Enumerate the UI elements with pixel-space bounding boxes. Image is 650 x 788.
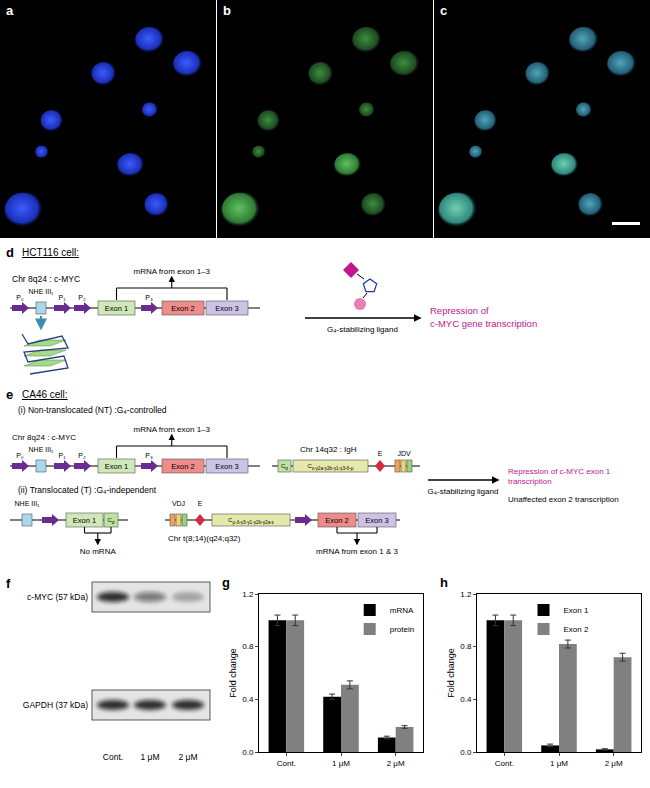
svg-text:NHE III₁: NHE III₁ — [15, 500, 41, 507]
svg-text:1 μM: 1 μM — [140, 752, 159, 762]
svg-text:NHE III₁: NHE III₁ — [29, 446, 55, 453]
svg-text:g: g — [222, 575, 230, 590]
svg-text:0.4: 0.4 — [242, 695, 254, 704]
svg-text:Cα: Cα — [107, 517, 114, 525]
svg-text:G₄-stabilizing ligand: G₄-stabilizing ligand — [428, 487, 499, 496]
svg-text:G₄-stabilizing ligand: G₄-stabilizing ligand — [327, 325, 398, 334]
svg-text:Chr 14q32 : IgH: Chr 14q32 : IgH — [300, 445, 357, 454]
svg-text:Exon 2: Exon 2 — [171, 304, 194, 313]
svg-text:f: f — [6, 576, 11, 591]
svg-text:HCT116 cell:: HCT116 cell: — [22, 247, 79, 258]
svg-text:Exon 2: Exon 2 — [171, 462, 194, 471]
svg-text:E: E — [378, 450, 383, 457]
svg-text:Exon 1: Exon 1 — [564, 606, 589, 615]
svg-text:b: b — [223, 3, 231, 18]
svg-text:mRNA: mRNA — [390, 606, 414, 615]
svg-text:0.0: 0.0 — [460, 748, 472, 757]
svg-text:0.8: 0.8 — [242, 642, 254, 651]
svg-text:P₂: P₂ — [78, 452, 86, 459]
svg-text:0.8: 0.8 — [460, 642, 472, 651]
svg-text:1 μM: 1 μM — [332, 759, 350, 768]
svg-text:e: e — [6, 387, 13, 402]
svg-text:protein: protein — [390, 625, 414, 634]
svg-text:NHE III₁: NHE III₁ — [29, 288, 55, 295]
svg-text:Exon 2: Exon 2 — [564, 625, 589, 634]
svg-text:Exon 2: Exon 2 — [325, 516, 348, 525]
svg-text:JDV: JDV — [397, 450, 411, 457]
svg-text:2 μM: 2 μM — [178, 752, 197, 762]
svg-text:Cα: Cα — [281, 463, 288, 471]
svg-text:(i) Non-translocated (NT) :G₄-: (i) Non-translocated (NT) :G₄-controlled — [18, 405, 167, 415]
svg-text:CA46 cell:: CA46 cell: — [22, 389, 68, 400]
svg-text:Chr t(8;14)(q24;q32): Chr t(8;14)(q24;q32) — [168, 534, 241, 543]
svg-text:Chr 8q24 : c-MYC: Chr 8q24 : c-MYC — [12, 433, 76, 442]
svg-text:Exon 3: Exon 3 — [365, 516, 388, 525]
svg-text:Fold change: Fold change — [228, 648, 238, 698]
svg-text:a: a — [6, 3, 14, 18]
svg-text:Exon 3: Exon 3 — [215, 304, 238, 313]
svg-text:E: E — [198, 500, 203, 507]
svg-text:Cont.: Cont. — [495, 759, 514, 768]
svg-text:P₂: P₂ — [78, 294, 86, 301]
svg-text:mRNA from exon 1–3: mRNA from exon 1–3 — [134, 267, 211, 276]
svg-text:Exon 1: Exon 1 — [105, 462, 128, 471]
svg-text:c-MYC (57 kDa): c-MYC (57 kDa) — [27, 592, 88, 602]
svg-text:Cε-γ2a-γ2b-γ1-γ3-δ-μ: Cε-γ2a-γ2b-γ1-γ3-δ-μ — [308, 463, 354, 471]
svg-text:1.2: 1.2 — [242, 590, 254, 599]
svg-text:P₀: P₀ — [16, 452, 24, 459]
svg-text:c-MYC gene transcription: c-MYC gene transcription — [430, 318, 537, 329]
svg-text:P₀: P₀ — [16, 294, 24, 301]
svg-text:Cμ-δ-γ3-γ1-γ2b-γ2a-ε: Cμ-δ-γ3-γ1-γ2b-γ2a-ε — [228, 517, 274, 525]
svg-text:2 μM: 2 μM — [387, 759, 405, 768]
svg-text:Cont.: Cont. — [103, 752, 123, 762]
svg-text:No mRNA: No mRNA — [80, 547, 117, 556]
svg-text:0.0: 0.0 — [242, 748, 254, 757]
svg-text:mRNA from exon 1–3: mRNA from exon 1–3 — [134, 425, 211, 434]
svg-text:P₁: P₁ — [58, 452, 66, 459]
svg-text:mRNA from exon 1 & 3: mRNA from exon 1 & 3 — [316, 547, 398, 556]
svg-text:(ii) Translocated (T) :G₄-inde: (ii) Translocated (T) :G₄-independent — [18, 485, 157, 495]
svg-text:d: d — [6, 245, 14, 260]
svg-text:1.2: 1.2 — [460, 590, 472, 599]
svg-text:Exon 1: Exon 1 — [105, 304, 128, 313]
svg-text:GAPDH (37 kDa): GAPDH (37 kDa) — [23, 700, 88, 710]
svg-text:Repression of c-MYC exon 1: Repression of c-MYC exon 1 — [508, 467, 611, 476]
svg-text:2 μM: 2 μM — [605, 759, 623, 768]
svg-text:Cont.: Cont. — [277, 759, 296, 768]
svg-text:Exon 3: Exon 3 — [215, 462, 238, 471]
svg-text:0.4: 0.4 — [460, 695, 472, 704]
svg-text:h: h — [440, 575, 448, 590]
svg-text:1 μM: 1 μM — [550, 759, 568, 768]
svg-text:Chr 8q24 : c-MYC: Chr 8q24 : c-MYC — [12, 274, 80, 284]
svg-text:c: c — [440, 3, 447, 18]
svg-text:P₁: P₁ — [58, 294, 66, 301]
svg-text:transcription: transcription — [508, 477, 552, 486]
svg-text:Exon 1: Exon 1 — [73, 516, 96, 525]
svg-text:Fold change: Fold change — [446, 648, 456, 698]
svg-text:VDJ: VDJ — [172, 500, 185, 507]
svg-text:Unaffected exon 2 transcriptio: Unaffected exon 2 transcription — [508, 495, 619, 504]
svg-text:P₃: P₃ — [145, 294, 153, 301]
svg-text:Repression of: Repression of — [430, 305, 489, 316]
svg-text:P₃: P₃ — [145, 452, 153, 459]
